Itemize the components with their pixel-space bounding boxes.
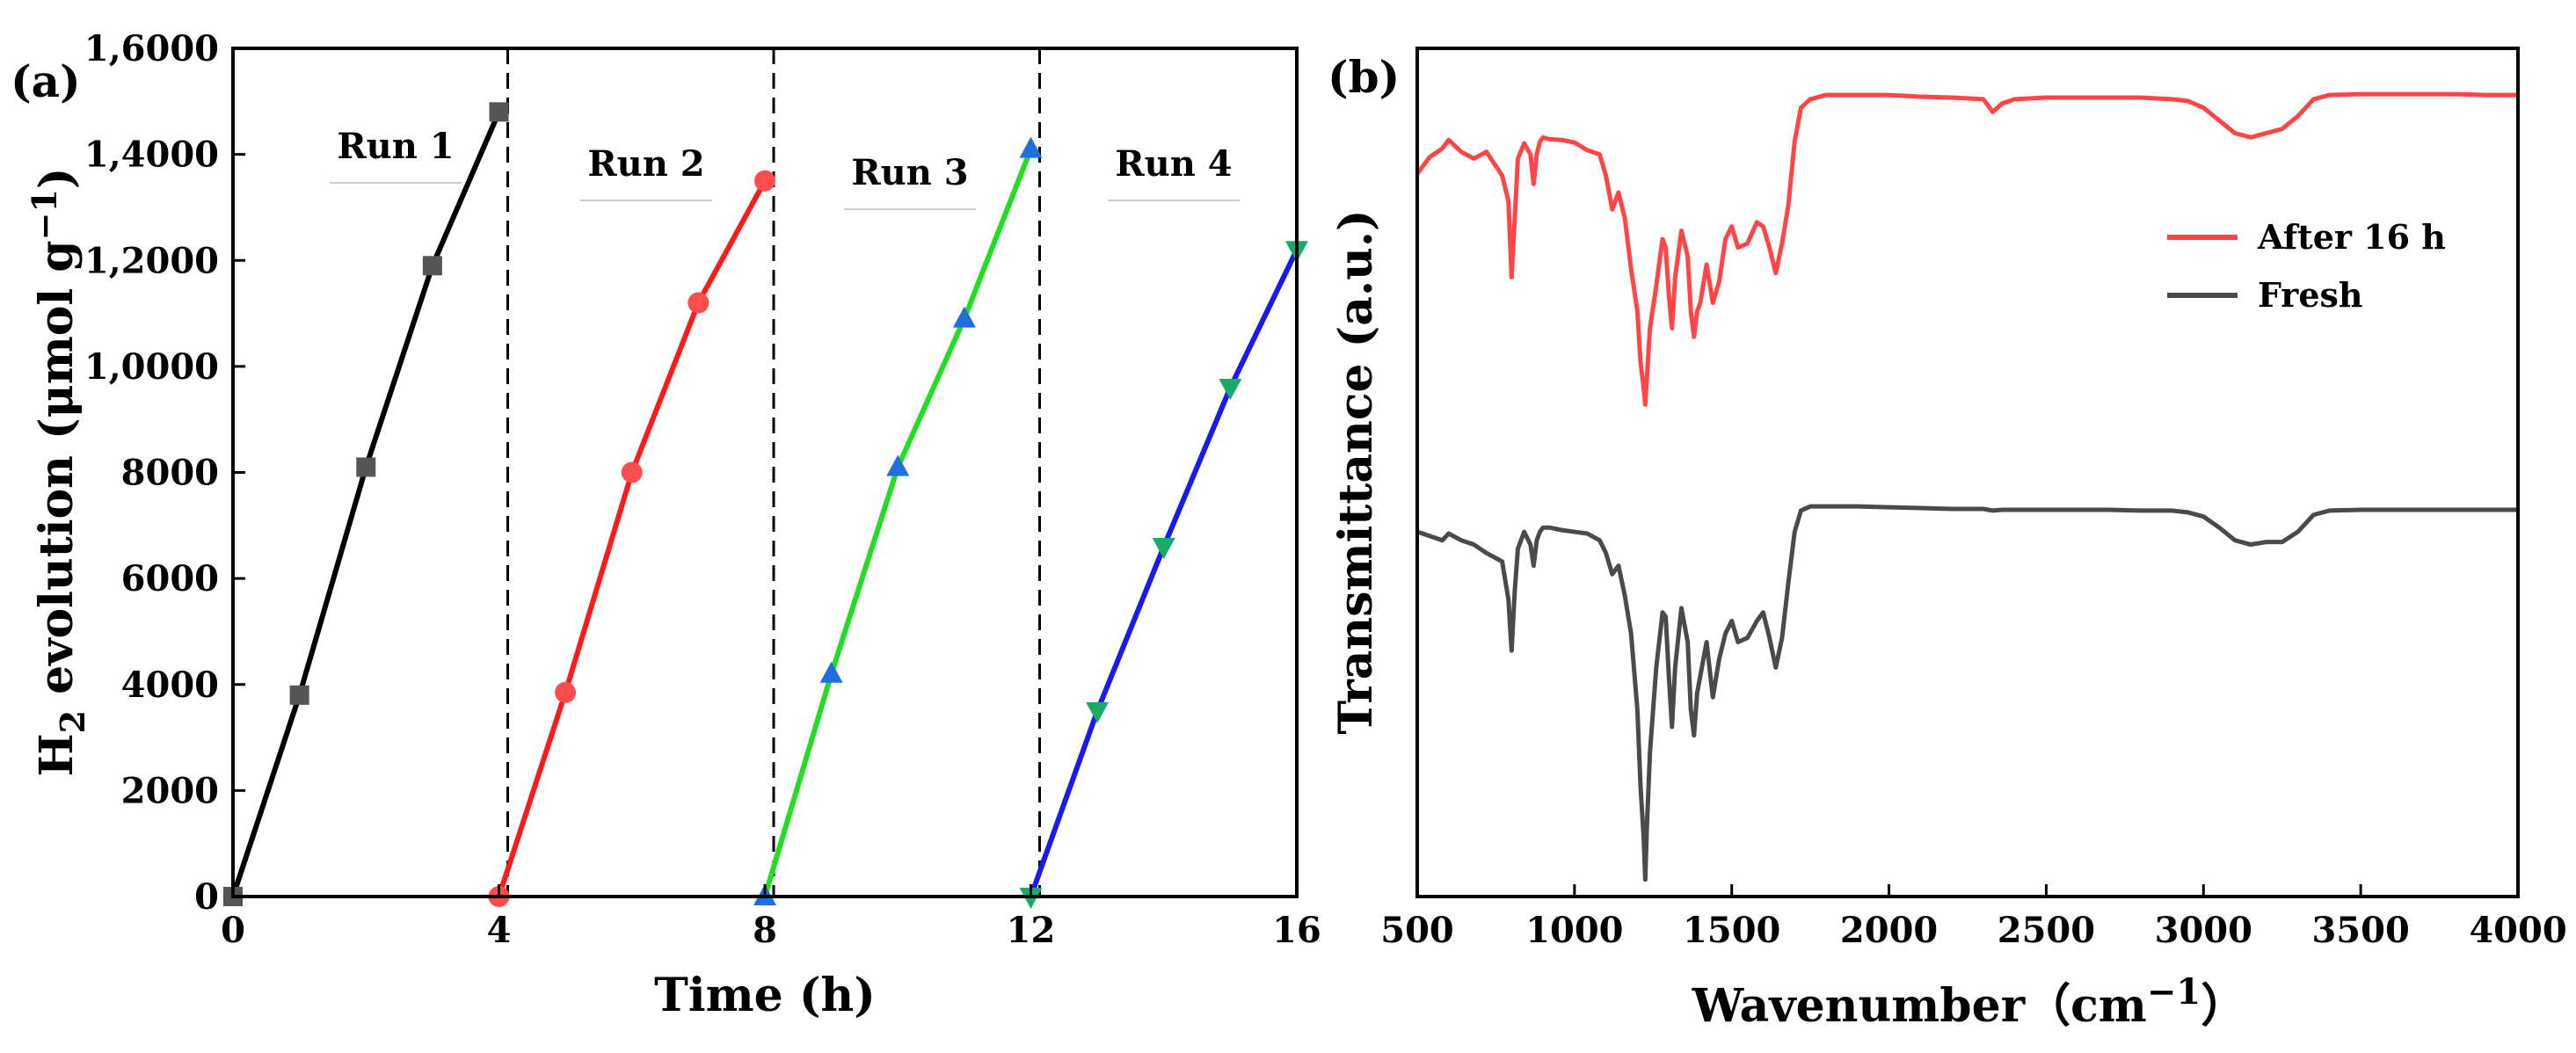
- y-title-end: ): [30, 167, 84, 189]
- panel-b: (b) 500 1000 1500 2000 2500 3000 3500 4000 Afte…: [1328, 47, 2567, 1033]
- data-point-run-4: [1219, 379, 1242, 400]
- x-axis-title-b: Wavenumber（cm−1）: [1692, 971, 2246, 1033]
- series-line-run-1: [230, 111, 502, 897]
- x-tick-label: 1000: [1525, 910, 1623, 951]
- y-tick-label: 2000: [121, 770, 219, 811]
- spectrum-after-16h: [1415, 91, 2518, 407]
- data-point-run-1: [422, 256, 442, 276]
- data-point-run-4: [1086, 701, 1110, 723]
- x-title-end: ）: [2201, 979, 2246, 1033]
- data-point-run-4: [1152, 537, 1175, 559]
- data-point-run-3: [952, 306, 976, 328]
- y-tick-label: 1,0000: [84, 346, 219, 388]
- y-tick-label: 1,6000: [84, 28, 219, 69]
- y-title-sub: 2: [53, 710, 92, 733]
- run-label-4: Run 4: [1115, 143, 1232, 185]
- data-point-run-2: [555, 681, 577, 703]
- x-title-main: Wavenumber: [1692, 979, 2026, 1033]
- y-axis-title-a: H2 evolution (μmol g−1): [25, 167, 92, 776]
- plot-frame-b: [1415, 47, 2520, 898]
- x-tick-label: 2000: [1840, 910, 1938, 951]
- y-axis-title-b: Transmittance (a.u.): [1329, 209, 1383, 734]
- panel-b-label: (b): [1328, 51, 1400, 103]
- x-title-unit: （cm: [2025, 979, 2147, 1033]
- legend: After 16 h Fresh: [2167, 217, 2446, 315]
- x-tick-label: 4000: [2469, 910, 2566, 951]
- y-title-h: H: [30, 733, 84, 776]
- x-tick-label: 12: [1007, 910, 1056, 951]
- data-point-run-1: [289, 685, 309, 705]
- data-point-run-1: [356, 457, 376, 477]
- y-tick-label: 6000: [121, 558, 219, 599]
- x-axis-title-a: Time (h): [654, 969, 876, 1022]
- run-label-3: Run 3: [851, 152, 968, 193]
- x-tick-label: 16: [1272, 910, 1321, 951]
- y-tick-label: 1,2000: [84, 240, 219, 281]
- axis-ticks-a: 0 4 8 12 16 0 2000 4000 6000 8000 1,0000 1,2000 1,40…: [84, 28, 1321, 951]
- x-tick-label: 3500: [2311, 910, 2409, 951]
- x-tick-label: 500: [1380, 910, 1454, 951]
- series-line-run-2: [496, 179, 768, 897]
- data-point-run-3: [819, 661, 843, 683]
- y-tick-label: 8000: [121, 453, 219, 494]
- y-tick-label: 0: [194, 876, 219, 918]
- series-line-run-3: [762, 148, 1034, 897]
- y-title-sup: −1: [25, 189, 64, 240]
- panel-a-label: (a): [11, 55, 81, 107]
- y-tick-label: 1,4000: [84, 134, 219, 176]
- x-title-sup: −1: [2147, 971, 2201, 1013]
- data-point-run-2: [621, 461, 643, 483]
- legend-label: After 16 h: [2257, 217, 2446, 257]
- x-tick-label: 4: [487, 910, 512, 951]
- x-tick-label: 2500: [1997, 910, 2095, 951]
- run-labels: Run 1 Run 2 Run 3 Run 4: [330, 126, 1240, 210]
- y-title-rest: evolution (μmol g: [30, 240, 84, 710]
- data-point-run-2: [754, 170, 775, 192]
- data-point-run-3: [1019, 136, 1043, 158]
- x-tick-label: 0: [221, 910, 245, 951]
- legend-label: Fresh: [2258, 275, 2363, 315]
- data-point-run-2: [688, 292, 709, 314]
- x-tick-label: 3000: [2155, 910, 2252, 951]
- series-line-run-4: [1028, 248, 1299, 898]
- spectrum-fresh: [1416, 504, 2518, 882]
- x-tick-label: 1500: [1683, 910, 1780, 951]
- series-group: [223, 102, 1308, 909]
- x-tick-label: 8: [753, 910, 777, 951]
- data-point-run-1: [489, 102, 509, 122]
- run-dividers: [506, 48, 1041, 897]
- spectra-group: [1415, 91, 2518, 882]
- axis-ticks-b: 500 1000 1500 2000 2500 3000 3500 4000: [1380, 884, 2567, 951]
- run-label-2: Run 2: [587, 143, 704, 185]
- y-tick-label: 4000: [121, 664, 219, 706]
- panel-a: (a) 0 4 8 12 16 0 2000 4000 6000 8000 1,0000 1,2000…: [11, 28, 1321, 1022]
- run-label-1: Run 1: [337, 126, 454, 167]
- data-point-run-3: [886, 454, 910, 476]
